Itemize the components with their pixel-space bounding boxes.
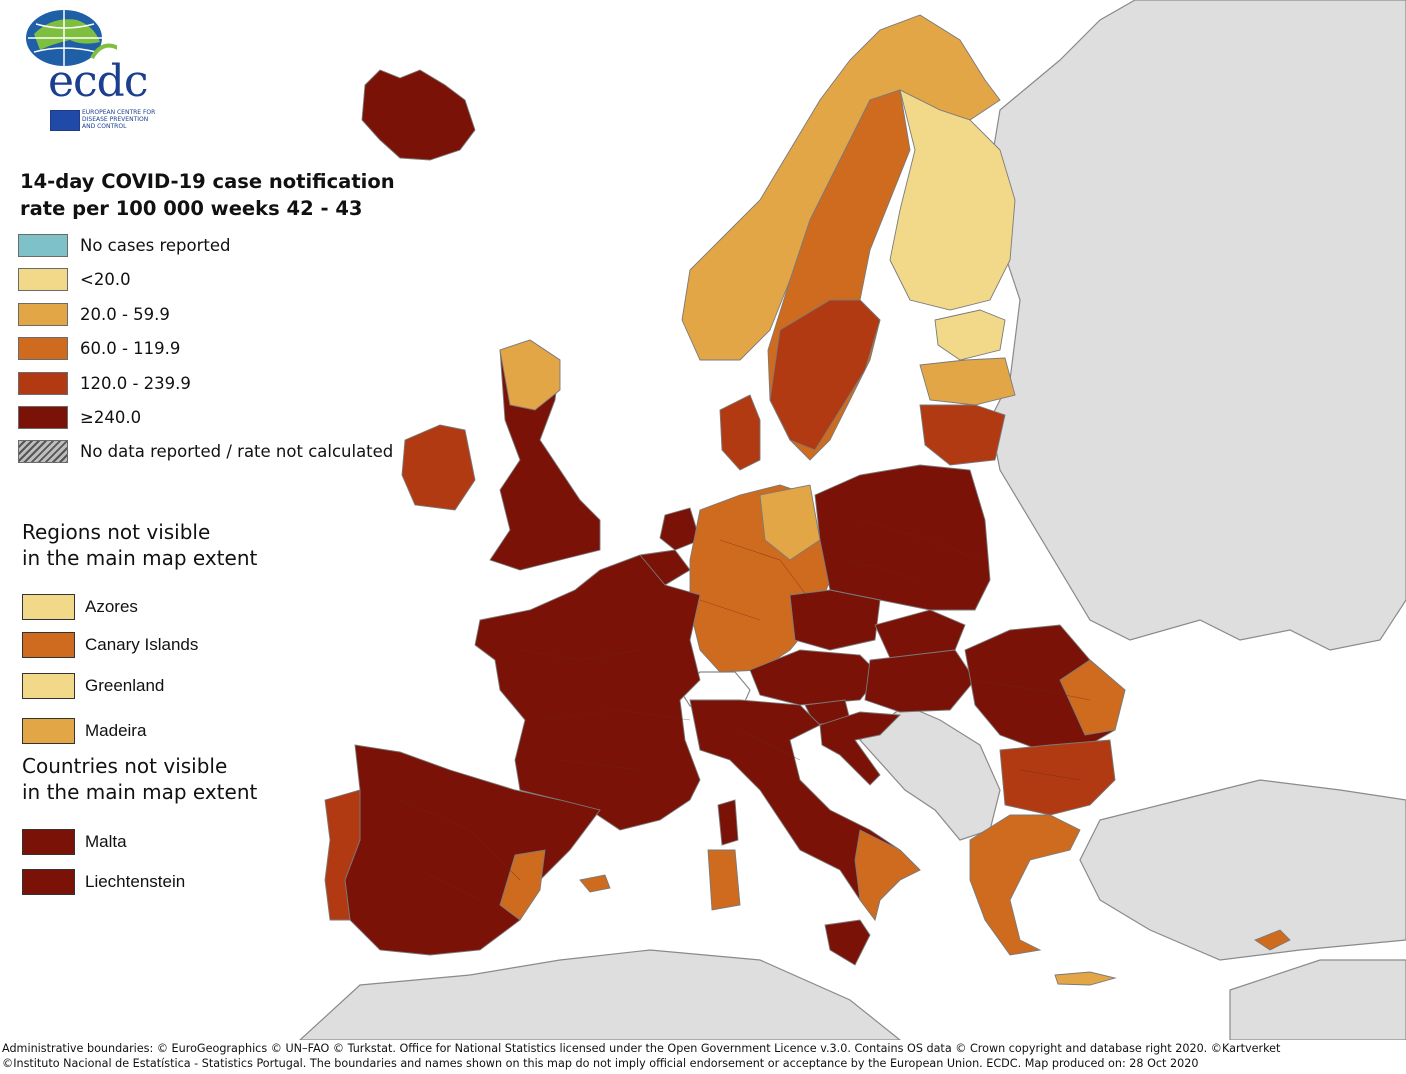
balkans-nonEU xyxy=(859,704,1001,841)
choropleth-map xyxy=(299,0,1406,1040)
ecdc-logo: ecdc EUROPEAN CENTRE FOR DISEASE PREVENT… xyxy=(18,6,178,131)
regional-boundaries xyxy=(399,519,1091,901)
attribution-line-2: ©Instituto Nacional de Estatística - Sta… xyxy=(2,1056,1199,1070)
middle-east xyxy=(1229,959,1406,1040)
country-latvia xyxy=(919,357,1016,406)
ecdc-wordmark: ecdc xyxy=(48,56,148,107)
country-poland xyxy=(814,464,991,611)
eu-flag-icon xyxy=(50,110,80,131)
country-slovakia xyxy=(874,609,966,659)
eu-countries xyxy=(324,14,1291,986)
spain-east xyxy=(499,849,546,921)
scotland xyxy=(499,339,561,411)
globe-icon xyxy=(26,10,117,66)
crete xyxy=(1054,971,1117,986)
attribution-line-1: Administrative boundaries: © EuroGeograp… xyxy=(2,1042,1281,1055)
country-estonia xyxy=(934,309,1006,361)
turkey-region xyxy=(1079,779,1406,961)
romania-east xyxy=(1059,659,1126,736)
country-netherlands xyxy=(659,507,701,551)
country-lithuania xyxy=(919,404,1006,466)
non-eu-land xyxy=(299,0,1406,1040)
country-czechia xyxy=(789,589,881,651)
balearics xyxy=(579,874,611,893)
germany-northeast xyxy=(759,484,821,561)
country-portugal xyxy=(324,789,361,921)
country-croatia xyxy=(819,711,902,786)
country-cyprus xyxy=(1254,929,1291,951)
sardinia xyxy=(707,849,741,911)
country-france xyxy=(474,554,701,831)
russia-region xyxy=(989,0,1406,651)
country-iceland xyxy=(361,69,476,161)
north-africa xyxy=(299,949,901,1040)
sweden-south-hot xyxy=(769,299,881,451)
country-denmark xyxy=(719,394,761,471)
sicily xyxy=(824,919,871,966)
italy-south xyxy=(854,829,921,922)
country-greece xyxy=(969,814,1081,956)
country-finland xyxy=(889,89,1016,311)
country-hungary xyxy=(864,649,976,713)
country-bulgaria xyxy=(999,739,1116,816)
corsica xyxy=(717,799,739,846)
country-ireland xyxy=(401,424,476,511)
attribution-footer: Administrative boundaries: © EuroGeograp… xyxy=(2,1042,1402,1071)
ecdc-subtitle: EUROPEAN CENTRE FOR DISEASE PREVENTION A… xyxy=(82,109,156,130)
